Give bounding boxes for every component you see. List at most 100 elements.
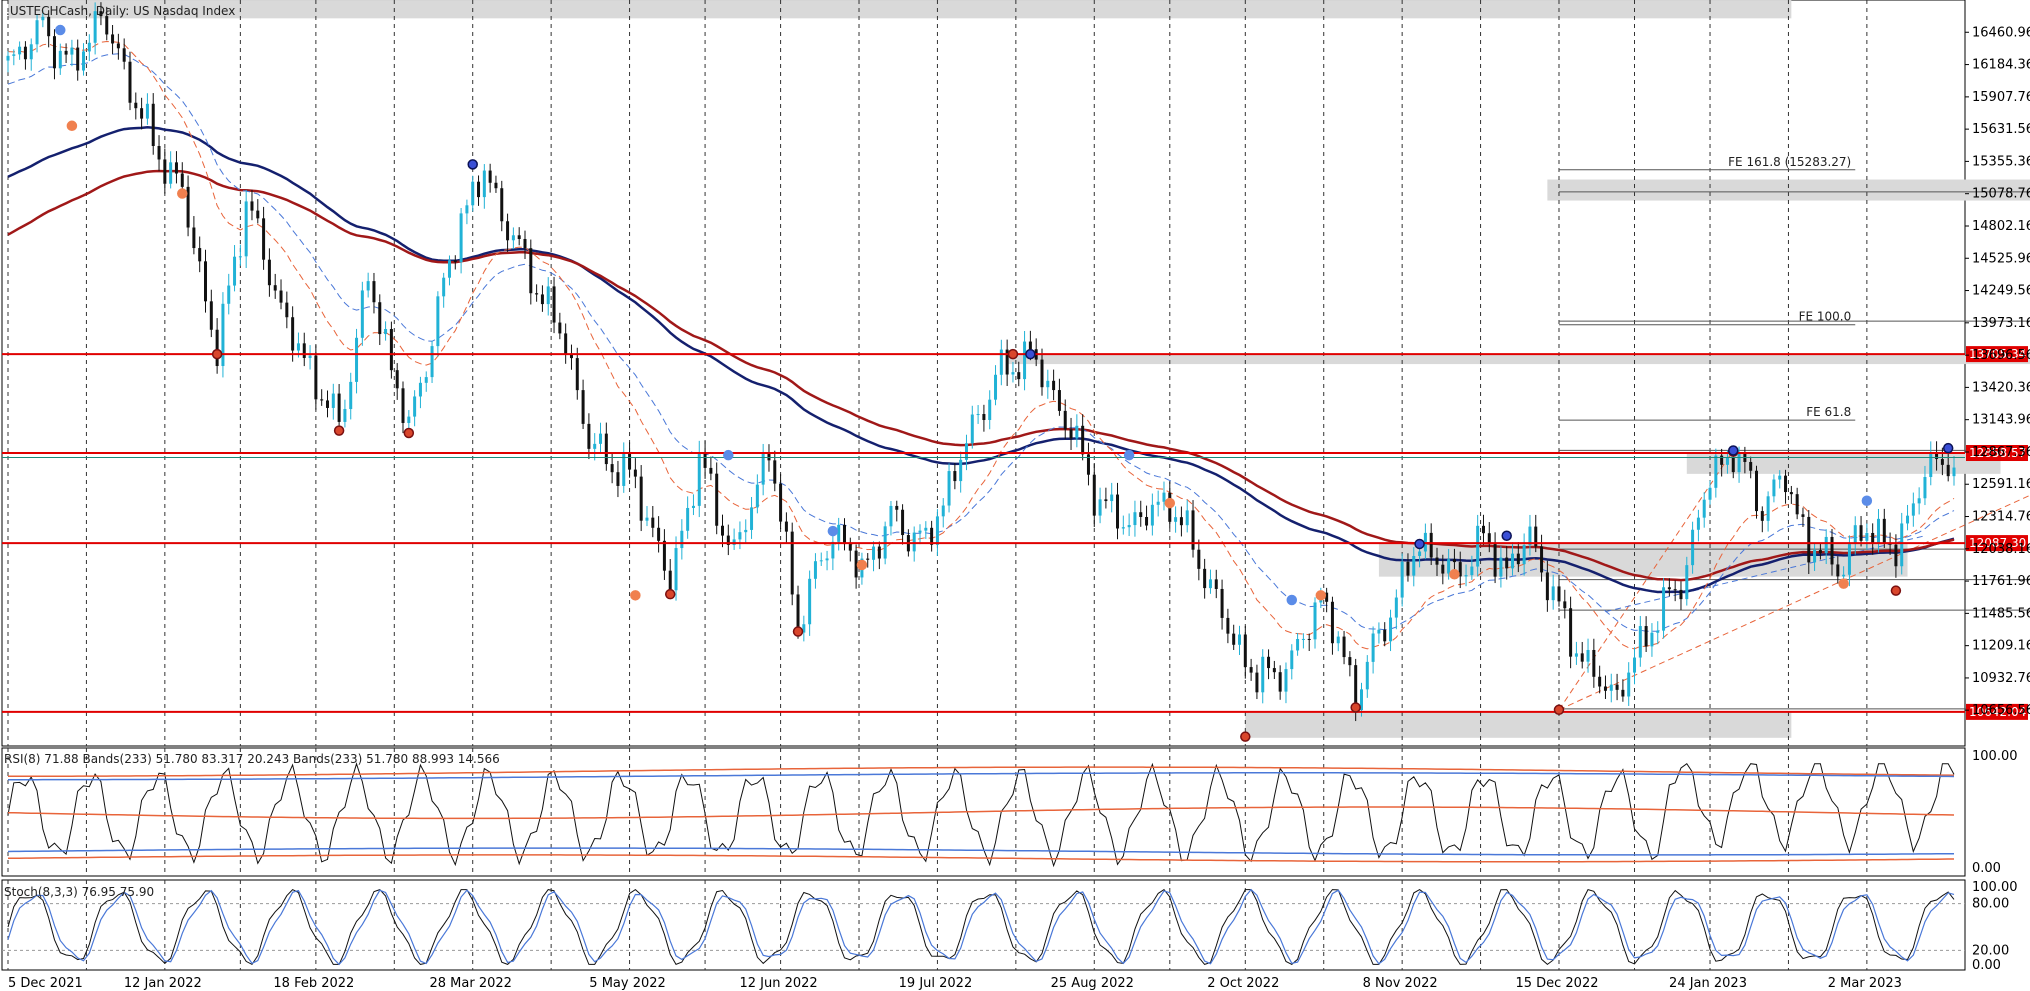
- candle-body-309: [1801, 514, 1805, 517]
- candle-body-182: [1063, 410, 1067, 430]
- candle-body-56: [331, 393, 335, 408]
- candle-body-18: [111, 34, 115, 44]
- fractal-up-1: [723, 449, 734, 461]
- time-tick-6: 19 Jul 2022: [899, 976, 973, 991]
- candle-body-100: [587, 423, 591, 449]
- time-tick-3: 28 Mar 2022: [430, 976, 512, 991]
- candle-body-333: [1940, 459, 1944, 465]
- candle-body-234: [1365, 661, 1369, 690]
- candle-body-278: [1621, 689, 1625, 697]
- candle-body-62: [366, 281, 370, 291]
- candle-body-306: [1784, 475, 1788, 493]
- horizontal-levels[interactable]: 13705.34 12858.57 12087.30 10642.04: [2, 346, 2028, 720]
- candle-body-94: [552, 286, 556, 323]
- candle-body-210: [1226, 617, 1230, 634]
- time-tick-2: 18 Feb 2022: [273, 976, 354, 991]
- candle-body-285: [1662, 587, 1666, 631]
- fractal-1: [177, 188, 188, 199]
- candle-body-121: [709, 467, 713, 474]
- candle-body-217: [1267, 656, 1271, 669]
- candle-body-13: [82, 51, 86, 71]
- level-tag-3: [1966, 703, 2028, 720]
- candle-body-292: [1702, 499, 1706, 518]
- candle-body-126: [738, 532, 742, 540]
- candle-body-188: [1098, 499, 1102, 516]
- candle-body-322: [1876, 518, 1880, 544]
- rsi-band-upper-blue: [8, 772, 1955, 781]
- time-tick-4: 5 May 2022: [589, 976, 666, 991]
- candle-body-46: [273, 285, 277, 291]
- candle-body-205: [1197, 549, 1201, 569]
- rsi-panel: [7, 762, 1955, 868]
- candle-body-279: [1627, 672, 1631, 697]
- level-tag-text-1: 12858.57: [1969, 446, 2026, 460]
- price-tick-12: 13420.36: [1972, 380, 2030, 395]
- price-tick-4: 15631.56: [1972, 122, 2030, 137]
- candle-body-136: [796, 594, 800, 633]
- candle-body-325: [1894, 544, 1898, 567]
- candle-body-35: [209, 301, 213, 330]
- candle-body-304: [1772, 479, 1776, 497]
- candle-body-102: [599, 433, 603, 444]
- candle-body-293: [1708, 487, 1712, 500]
- candle-body-110: [645, 517, 649, 521]
- candle-body-175: [1023, 341, 1027, 380]
- candle-body-274: [1598, 676, 1602, 687]
- candle-body-232: [1354, 665, 1358, 711]
- candle-body-335: [1952, 467, 1956, 477]
- candle-body-31: [186, 186, 190, 228]
- fractal-5: [1315, 590, 1327, 601]
- candle-body-196: [1145, 516, 1149, 526]
- swing-high-3: [1501, 530, 1512, 542]
- candle-body-93: [546, 286, 550, 305]
- candle-body-60: [355, 337, 359, 382]
- candle-body-104: [610, 464, 614, 473]
- price-tick-15: 12591.16: [1972, 477, 2030, 492]
- swing-low-7: [1350, 702, 1361, 713]
- candle-body-236: [1377, 629, 1381, 634]
- candle-body-277: [1615, 684, 1619, 690]
- candle-body-66: [389, 328, 393, 371]
- candle-body-203: [1185, 510, 1189, 526]
- stoch-signal: [7, 888, 1955, 966]
- candle-body-247: [1441, 564, 1445, 574]
- candle-body-19: [116, 43, 120, 49]
- candle-body-291: [1696, 517, 1700, 530]
- candle-body-117: [686, 507, 690, 531]
- swing-high-0: [467, 159, 478, 170]
- candle-body-197: [1150, 504, 1154, 526]
- candle-body-254: [1481, 525, 1485, 534]
- candle-body-239: [1394, 597, 1398, 618]
- candle-body-207: [1208, 579, 1212, 589]
- candle-body-334: [1946, 464, 1950, 477]
- rsi-band-upper-red: [8, 766, 1955, 777]
- fractal-6: [1449, 569, 1460, 580]
- candle-body-314: [1830, 536, 1834, 565]
- candle-body-219: [1278, 672, 1282, 692]
- candle-body-52: [308, 355, 312, 358]
- candle-body-204: [1191, 510, 1195, 550]
- level-tag-text-3: 10642.04: [1969, 705, 2026, 719]
- candle-body-53: [314, 355, 318, 400]
- candle-body-74: [436, 296, 440, 347]
- candle-body-305: [1778, 475, 1782, 480]
- candle-body-165: [964, 443, 968, 460]
- candle-body-262: [1528, 526, 1532, 546]
- candle-body-256: [1493, 543, 1497, 577]
- candle-body-28: [169, 162, 173, 184]
- time-tick-11: 24 Jan 2023: [1669, 976, 1747, 991]
- candle-body-153: [895, 505, 899, 510]
- candle-body-68: [401, 388, 405, 423]
- candle-body-123: [721, 525, 725, 536]
- candle-body-190: [1110, 494, 1114, 502]
- zone-bottom: [1245, 711, 1792, 738]
- candle-body-166: [970, 414, 974, 444]
- candle-body-40: [238, 256, 242, 258]
- candle-body-64: [378, 302, 382, 335]
- zone-13700: [1007, 354, 2030, 365]
- candle-body-118: [691, 505, 695, 508]
- candle-body-320: [1865, 532, 1869, 541]
- candle-body-27: [163, 159, 167, 184]
- candle-body-198: [1156, 501, 1160, 505]
